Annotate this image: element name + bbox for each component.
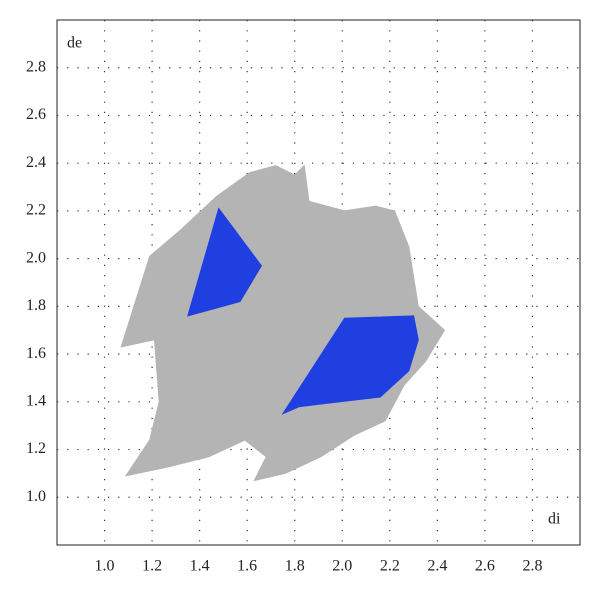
y-tick-label: 2.2 (26, 202, 46, 219)
y-tick-label: 2.8 (26, 58, 46, 75)
x-tick-label: 2.0 (332, 558, 352, 575)
x-axis-label: di (548, 511, 561, 528)
x-tick-label: 2.6 (475, 558, 495, 575)
y-tick-label: 2.6 (26, 106, 46, 123)
plot-area (57, 20, 580, 545)
y-tick-label: 2.4 (26, 154, 46, 171)
x-tick-label: 2.2 (380, 558, 400, 575)
fingerprint-region (120, 164, 446, 482)
x-tick-label: 1.2 (142, 558, 162, 575)
y-tick-label: 1.8 (26, 297, 46, 314)
x-tick-label: 1.8 (285, 558, 305, 575)
fingerprint-region (281, 315, 419, 415)
y-tick-label: 2.0 (26, 249, 46, 266)
y-tick-label: 1.0 (26, 488, 46, 505)
fingerprint-region (187, 207, 263, 317)
x-tick-label: 1.4 (190, 558, 210, 575)
y-tick-label: 1.2 (26, 440, 46, 457)
y-tick-label: 1.4 (26, 392, 46, 409)
plot-frame (56, 19, 581, 546)
x-tick-label: 1.0 (95, 558, 115, 575)
y-axis-label: de (67, 35, 82, 52)
x-tick-label: 2.8 (522, 558, 542, 575)
y-tick-label: 1.6 (26, 345, 46, 362)
x-tick-label: 2.4 (427, 558, 447, 575)
x-tick-label: 1.6 (237, 558, 257, 575)
